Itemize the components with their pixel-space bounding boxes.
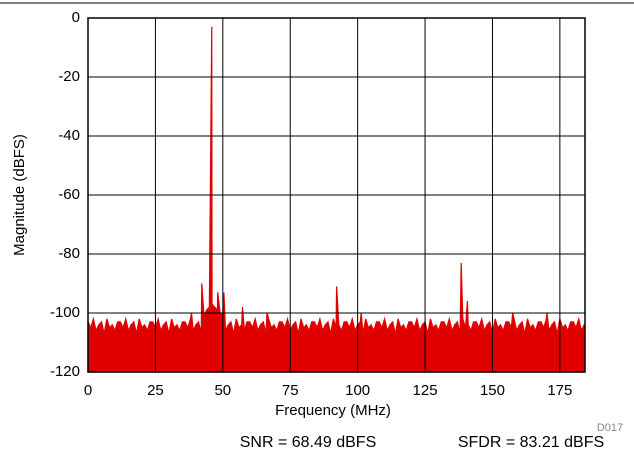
- x-tick-label: 75: [282, 382, 299, 399]
- snr-note: SNR = 68.49 dBFS: [240, 434, 377, 451]
- x-tick-label: 175: [547, 382, 572, 399]
- x-tick-label: 100: [345, 382, 370, 399]
- sfdr-note: SFDR = 83.21 dBFS: [458, 434, 604, 451]
- spectrum-area: [87, 26, 585, 373]
- x-tick-label: 125: [413, 382, 438, 399]
- y-tick-label: -60: [58, 186, 80, 203]
- x-tick-label: 25: [147, 382, 164, 399]
- y-tick-label: -120: [50, 363, 80, 380]
- y-tick-label: -40: [58, 127, 80, 144]
- x-tick-label: 150: [480, 382, 505, 399]
- y-tick-label: -20: [58, 68, 80, 85]
- y-tick-label: 0: [72, 9, 80, 26]
- x-tick-label: 0: [84, 382, 92, 399]
- y-tick-label: -100: [50, 304, 80, 321]
- plot-frame: [87, 17, 586, 373]
- x-axis-label: Frequency (MHz): [275, 402, 391, 419]
- y-axis-label: Magnitude (dBFS): [11, 134, 28, 256]
- y-tick-label: -80: [58, 245, 80, 262]
- figure-id: D017: [597, 422, 623, 434]
- x-tick-label: 50: [214, 382, 231, 399]
